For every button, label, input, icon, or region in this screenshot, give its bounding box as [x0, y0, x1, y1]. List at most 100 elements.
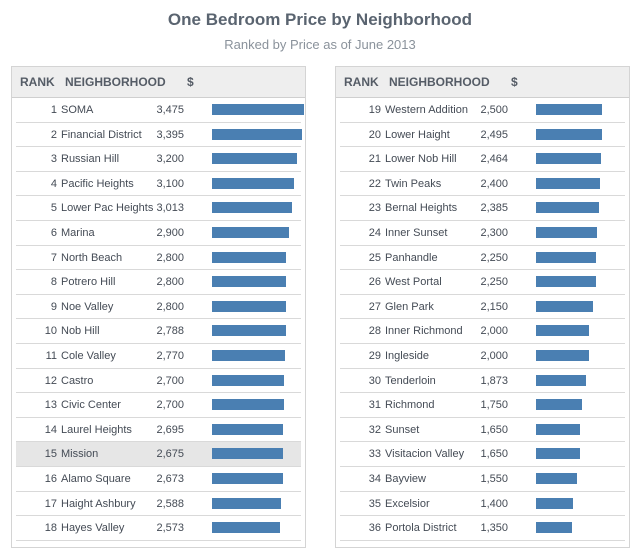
rank-label: 25 [368, 251, 381, 264]
rank-label: 29 [368, 349, 381, 362]
rank-label: 3 [50, 153, 57, 166]
table-row: 16 Alamo Square 2,673 [16, 467, 301, 492]
price-label: 2,300 [480, 226, 508, 239]
table-row: 12 Castro 2,700 [16, 369, 301, 394]
table-row: 1 SOMA 3,475 [16, 98, 304, 123]
bar-track [212, 423, 304, 435]
bar-track [536, 423, 628, 435]
table-row: 34 Bayview 1,550 [340, 467, 625, 492]
neighborhood-label: Richmond [385, 399, 435, 412]
table-row: 24 Inner Sunset 2,300 [340, 221, 625, 246]
price-bar [536, 497, 574, 509]
neighborhood-column-header: NEIGHBORHOOD [65, 75, 166, 89]
neighborhood-label: Sunset [385, 423, 420, 436]
price-label: 2,464 [480, 153, 508, 166]
bar-track [536, 325, 628, 337]
bar-track [212, 300, 304, 312]
chart-title: One Bedroom Price by Neighborhood [167, 10, 473, 29]
rank-label: 19 [368, 104, 381, 116]
price-bar [536, 423, 580, 435]
bar-track [536, 128, 628, 140]
price-column-header: $ [187, 75, 194, 89]
neighborhood-label: Inner Sunset [385, 226, 448, 239]
bar-track [212, 251, 304, 263]
rank-label: 32 [368, 423, 381, 436]
price-label: 3,013 [156, 202, 184, 215]
table-row: 4 Pacific Heights 3,100 [16, 172, 301, 197]
table-row: 20 Lower Haight 2,495 [340, 123, 625, 148]
neighborhood-label: Pacific Heights [61, 177, 134, 190]
price-bar [536, 226, 597, 238]
price-bar [212, 448, 283, 460]
price-label: 2,770 [156, 349, 184, 362]
price-label: 2,675 [156, 448, 184, 461]
price-label: 2,900 [156, 226, 184, 239]
table-row: 27 Glen Park 2,150 [340, 295, 625, 320]
rank-label: 1 [50, 104, 57, 116]
table-row: 15 Mission 2,675 [16, 442, 301, 467]
price-label: 1,650 [480, 423, 508, 436]
price-column-header: $ [511, 75, 518, 89]
table-body: 1 SOMA 3,475 2 Financial District 3,395 3 Russi… [12, 98, 305, 547]
table-row: 35 Excelsior 1,400 [340, 492, 625, 517]
bar-track [536, 177, 628, 189]
bar-track [536, 472, 628, 484]
neighborhood-label: Excelsior [385, 497, 430, 510]
neighborhood-label: Western Addition [385, 104, 468, 116]
bar-track [536, 104, 628, 115]
bar-track [212, 448, 304, 460]
table-row: 8 Potrero Hill 2,800 [16, 270, 301, 295]
neighborhood-label: Mission [61, 448, 99, 461]
rank-label: 27 [368, 300, 381, 313]
neighborhood-label: Tenderloin [385, 374, 436, 387]
price-label: 2,000 [480, 349, 508, 362]
table-row: 26 West Portal 2,250 [340, 270, 625, 295]
price-label: 3,395 [156, 128, 184, 141]
rank-label: 23 [368, 202, 381, 215]
price-label: 2,150 [480, 300, 508, 313]
price-label: 2,800 [156, 251, 184, 264]
price-bar [212, 300, 287, 312]
bar-track [536, 300, 628, 312]
price-bar [212, 472, 283, 484]
bar-track [536, 153, 628, 165]
neighborhood-label: Alamo Square [61, 472, 131, 485]
bar-track [212, 399, 304, 411]
price-label: 2,495 [480, 128, 508, 141]
price-label: 2,573 [156, 522, 184, 535]
price-bar [536, 251, 596, 263]
rank-label: 12 [44, 374, 57, 387]
ranking-panel-right: RANK NEIGHBORHOOD $ 19 Western Addition 2,… [335, 66, 630, 548]
neighborhood-label: Bayview [385, 472, 426, 485]
table-row: 36 Portola District 1,350 [340, 516, 625, 541]
bar-track [212, 104, 304, 115]
price-label: 3,200 [156, 153, 184, 166]
neighborhood-label: Lower Nob Hill [385, 153, 457, 166]
neighborhood-label: Haight Ashbury [61, 497, 136, 510]
neighborhood-label: Noe Valley [61, 300, 114, 313]
rank-label: 11 [45, 349, 57, 362]
table-row: 32 Sunset 1,650 [340, 418, 625, 443]
bar-track [212, 497, 304, 509]
rank-label: 16 [44, 472, 57, 485]
neighborhood-label: Lower Haight [385, 128, 450, 141]
price-label: 2,500 [480, 104, 508, 116]
neighborhood-label: Ingleside [385, 349, 430, 362]
price-bar [536, 276, 596, 288]
price-bar [212, 177, 295, 189]
price-label: 2,700 [156, 399, 184, 412]
neighborhood-label: Financial District [61, 128, 142, 141]
bar-track [212, 349, 304, 361]
bar-track [536, 497, 628, 509]
bar-track [212, 153, 304, 165]
bar-track [536, 349, 628, 361]
rank-label: 2 [50, 128, 57, 141]
price-bar [212, 349, 286, 361]
table-row: 11 Cole Valley 2,770 [16, 344, 301, 369]
rank-label: 33 [368, 448, 381, 461]
price-bar [536, 448, 580, 460]
price-bar [536, 399, 583, 411]
bar-track [212, 374, 304, 386]
price-label: 2,800 [156, 300, 184, 313]
rank-label: 22 [368, 177, 381, 190]
